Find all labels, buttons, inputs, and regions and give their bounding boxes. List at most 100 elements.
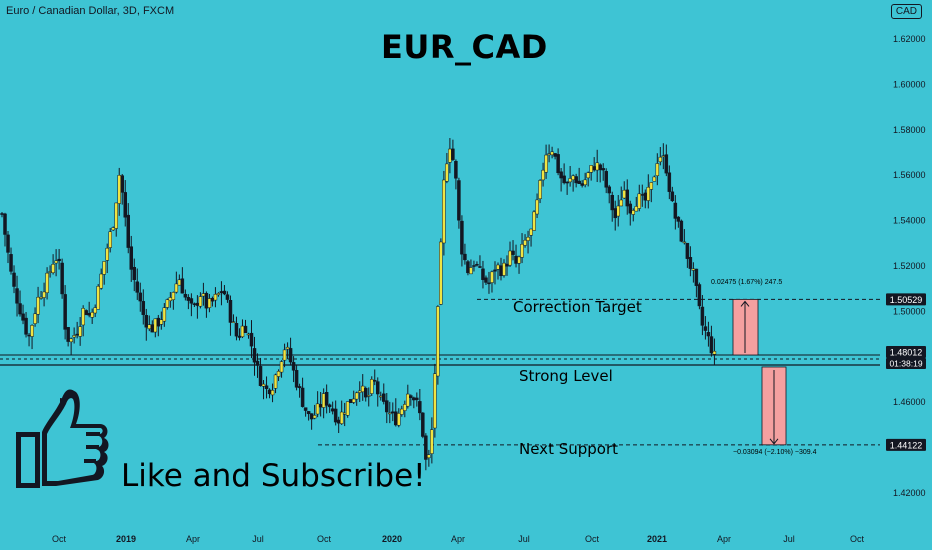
candle-body bbox=[252, 348, 257, 363]
candle-body bbox=[297, 386, 302, 389]
candle-body bbox=[451, 148, 455, 160]
candle-body bbox=[592, 166, 596, 171]
candle bbox=[165, 298, 170, 310]
candle bbox=[532, 210, 536, 231]
candle-body bbox=[324, 392, 329, 406]
candle-body bbox=[700, 306, 705, 326]
candle bbox=[126, 203, 131, 254]
candle bbox=[442, 170, 446, 256]
candle-body bbox=[640, 194, 645, 196]
candle bbox=[568, 166, 572, 187]
candle-body bbox=[421, 412, 425, 437]
y-tick-label: 1.56000 bbox=[893, 170, 926, 180]
x-tick-label: Oct bbox=[317, 534, 332, 544]
candle-body bbox=[490, 271, 494, 283]
price-tag-box bbox=[886, 346, 926, 358]
candle bbox=[526, 230, 530, 254]
candle-body bbox=[39, 296, 43, 299]
candle-body bbox=[706, 332, 711, 337]
candle-body bbox=[69, 338, 73, 343]
candle bbox=[472, 260, 476, 272]
candle-body bbox=[565, 181, 569, 184]
candle bbox=[520, 233, 524, 264]
candle bbox=[72, 327, 76, 344]
candle bbox=[144, 308, 149, 341]
candle bbox=[15, 275, 19, 317]
candle-body bbox=[189, 298, 194, 304]
candle bbox=[430, 417, 434, 464]
candle-body bbox=[108, 231, 112, 248]
currency-button[interactable]: CAD bbox=[890, 4, 922, 19]
candle bbox=[445, 152, 449, 184]
candle bbox=[183, 289, 188, 301]
candle-body bbox=[472, 265, 476, 267]
candle-body bbox=[385, 400, 389, 413]
candle-body bbox=[709, 336, 714, 354]
candle bbox=[565, 181, 569, 195]
candle bbox=[451, 139, 455, 161]
candle bbox=[508, 241, 512, 267]
candle bbox=[436, 305, 440, 385]
candle bbox=[228, 295, 233, 336]
candle-body bbox=[96, 286, 100, 310]
candle-body bbox=[72, 335, 76, 338]
candle bbox=[601, 163, 605, 181]
candle-body bbox=[9, 254, 13, 272]
candle-body bbox=[688, 257, 693, 269]
candle-body bbox=[598, 164, 602, 171]
candle-body bbox=[228, 299, 233, 323]
candle bbox=[706, 321, 711, 347]
measure-up-arrowhead bbox=[740, 300, 750, 307]
candle-body bbox=[703, 326, 708, 331]
candle-body bbox=[63, 294, 67, 330]
candle bbox=[273, 373, 278, 394]
candle bbox=[312, 404, 317, 420]
candle-body bbox=[372, 380, 377, 382]
candle-body bbox=[457, 180, 461, 221]
candle-body bbox=[526, 236, 530, 241]
candle-body bbox=[177, 279, 182, 286]
candle bbox=[60, 258, 64, 299]
candle-body bbox=[153, 318, 158, 333]
candle bbox=[369, 376, 374, 396]
candle-body bbox=[270, 390, 275, 396]
candle bbox=[171, 291, 176, 310]
candle-body bbox=[415, 397, 419, 401]
candle-body bbox=[481, 268, 485, 280]
candle bbox=[255, 353, 260, 378]
candle-body bbox=[204, 292, 209, 309]
candle bbox=[120, 173, 124, 205]
price-tag-label: 1.48012 bbox=[890, 348, 923, 358]
candle-body bbox=[583, 179, 587, 186]
candle-body bbox=[354, 392, 359, 400]
candle bbox=[18, 290, 22, 317]
candle-body bbox=[369, 379, 374, 394]
candle-body bbox=[532, 211, 536, 231]
candle-body bbox=[547, 153, 551, 156]
candle bbox=[646, 174, 651, 209]
candle bbox=[529, 228, 533, 247]
candle-body bbox=[36, 296, 40, 315]
candle-body bbox=[379, 395, 383, 398]
candle-body bbox=[321, 393, 326, 408]
candle bbox=[457, 177, 461, 229]
candle-body bbox=[198, 296, 203, 307]
candle bbox=[57, 248, 61, 270]
candle bbox=[300, 377, 305, 408]
candle-body bbox=[306, 411, 311, 415]
candle-body bbox=[412, 397, 416, 401]
candle bbox=[303, 407, 308, 417]
candle bbox=[291, 356, 296, 383]
candle bbox=[625, 179, 630, 215]
candle-body bbox=[285, 346, 290, 350]
candle bbox=[583, 172, 587, 188]
candle-body bbox=[433, 373, 437, 429]
price-axis[interactable]: 1.62000 1.60000 1.58000 1.56000 1.54000 1.520… bbox=[893, 34, 926, 498]
candle-body bbox=[111, 227, 115, 231]
candle-body bbox=[162, 307, 167, 322]
candle-body bbox=[261, 383, 266, 387]
candle bbox=[216, 292, 221, 297]
time-axis[interactable]: Oct 2019 Apr Jul Oct 2020 Apr Jul Oct 2021 Apr Jul O… bbox=[52, 534, 865, 544]
candle-body bbox=[246, 333, 251, 336]
